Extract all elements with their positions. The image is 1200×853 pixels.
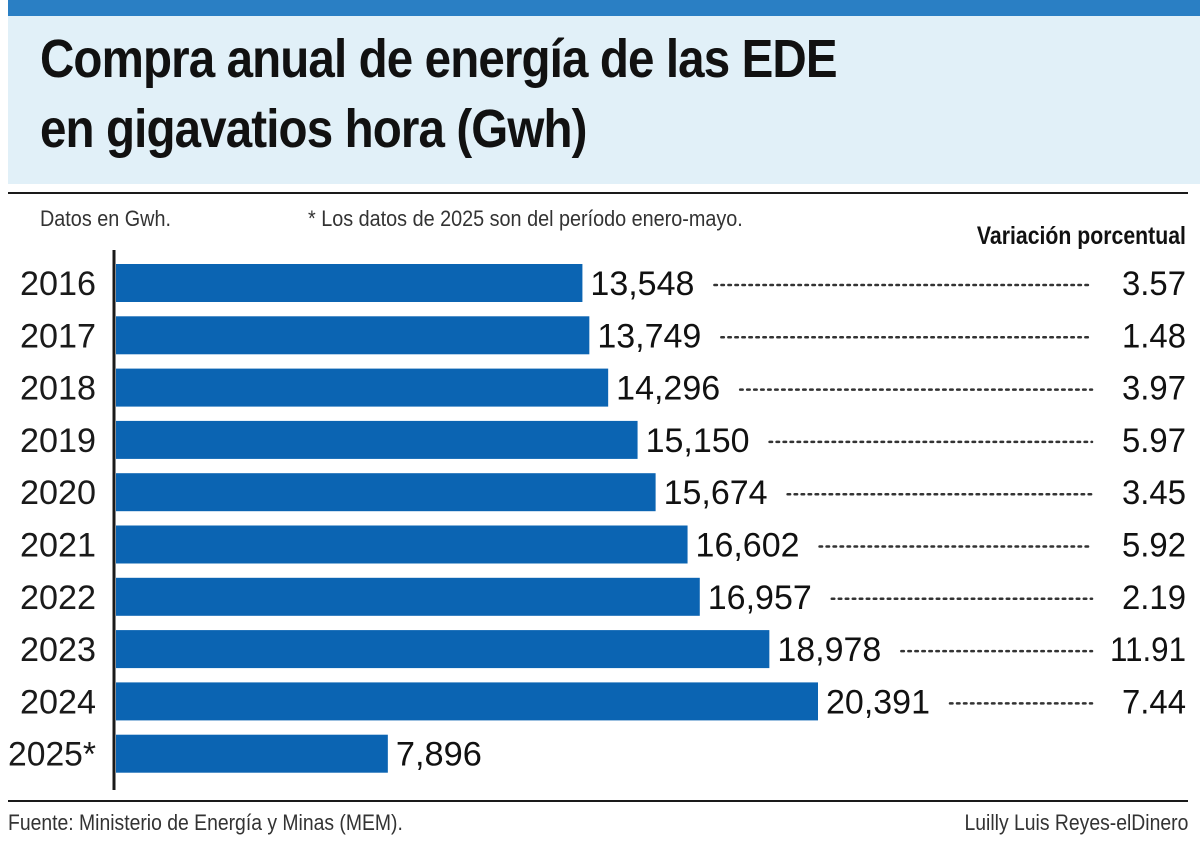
category-label: 2023	[20, 631, 96, 669]
value-label: 13,548	[590, 265, 694, 303]
data-bar	[116, 420, 638, 459]
variation-label: 11.91	[1110, 631, 1186, 669]
header-divider	[8, 192, 1188, 194]
variation-label: 5.97	[1122, 422, 1186, 460]
value-label: 7,896	[396, 736, 482, 774]
data-bar	[116, 734, 388, 773]
source-note: Fuente: Ministerio de Energía y Minas (M…	[8, 810, 403, 835]
category-label: 2016	[20, 265, 96, 303]
data-bar	[116, 316, 590, 355]
bar-chart: 2016 13,548 3.57 2017 13,749 1.48 2018 14,296 3.…	[8, 250, 1186, 790]
data-bar	[116, 682, 818, 721]
chart-title: Compra anual de energía de las EDE en gi…	[40, 24, 1043, 164]
value-label: 15,150	[646, 422, 750, 460]
category-label: 2018	[20, 370, 96, 408]
category-label: 2022	[20, 579, 96, 617]
period-note: * Los datos de 2025 son del período ener…	[308, 206, 743, 231]
top-accent-rule	[8, 0, 1200, 16]
value-label: 20,391	[826, 683, 930, 721]
category-label: 2020	[20, 474, 96, 512]
variation-header: Variación porcentual	[976, 222, 1186, 250]
value-label: 15,674	[664, 474, 768, 512]
value-label: 13,749	[597, 317, 701, 355]
title-line-2: en gigavatios hora (Gwh)	[40, 99, 587, 159]
data-bar	[116, 264, 583, 302]
value-label: 16,602	[696, 527, 800, 565]
category-label: 2017	[20, 317, 96, 355]
variation-label: 2.19	[1122, 579, 1186, 617]
title-line-1: Compra anual de energía de las EDE	[40, 29, 838, 89]
category-label: 2021	[20, 527, 96, 565]
value-label: 16,957	[708, 579, 812, 617]
data-bar	[116, 368, 609, 407]
units-note: Datos en Gwh.	[40, 206, 171, 231]
data-bar	[116, 630, 770, 669]
variation-label: 3.97	[1122, 370, 1186, 408]
variation-label: 7.44	[1122, 683, 1186, 721]
variation-label: 5.92	[1122, 527, 1186, 565]
category-label: 2025*	[8, 736, 96, 774]
variation-label: 3.57	[1122, 265, 1186, 303]
credit-note: Luilly Luis Reyes-elDinero	[964, 810, 1188, 835]
header-band	[8, 16, 1200, 184]
category-label: 2019	[20, 422, 96, 460]
data-bar	[116, 577, 700, 616]
data-bar	[116, 473, 656, 512]
variation-label: 3.45	[1122, 474, 1186, 512]
data-bar	[116, 525, 688, 564]
value-label: 14,296	[616, 370, 720, 408]
value-label: 18,978	[777, 631, 881, 669]
variation-label: 1.48	[1122, 317, 1186, 355]
footer-divider	[8, 800, 1188, 802]
category-label: 2024	[20, 683, 96, 721]
